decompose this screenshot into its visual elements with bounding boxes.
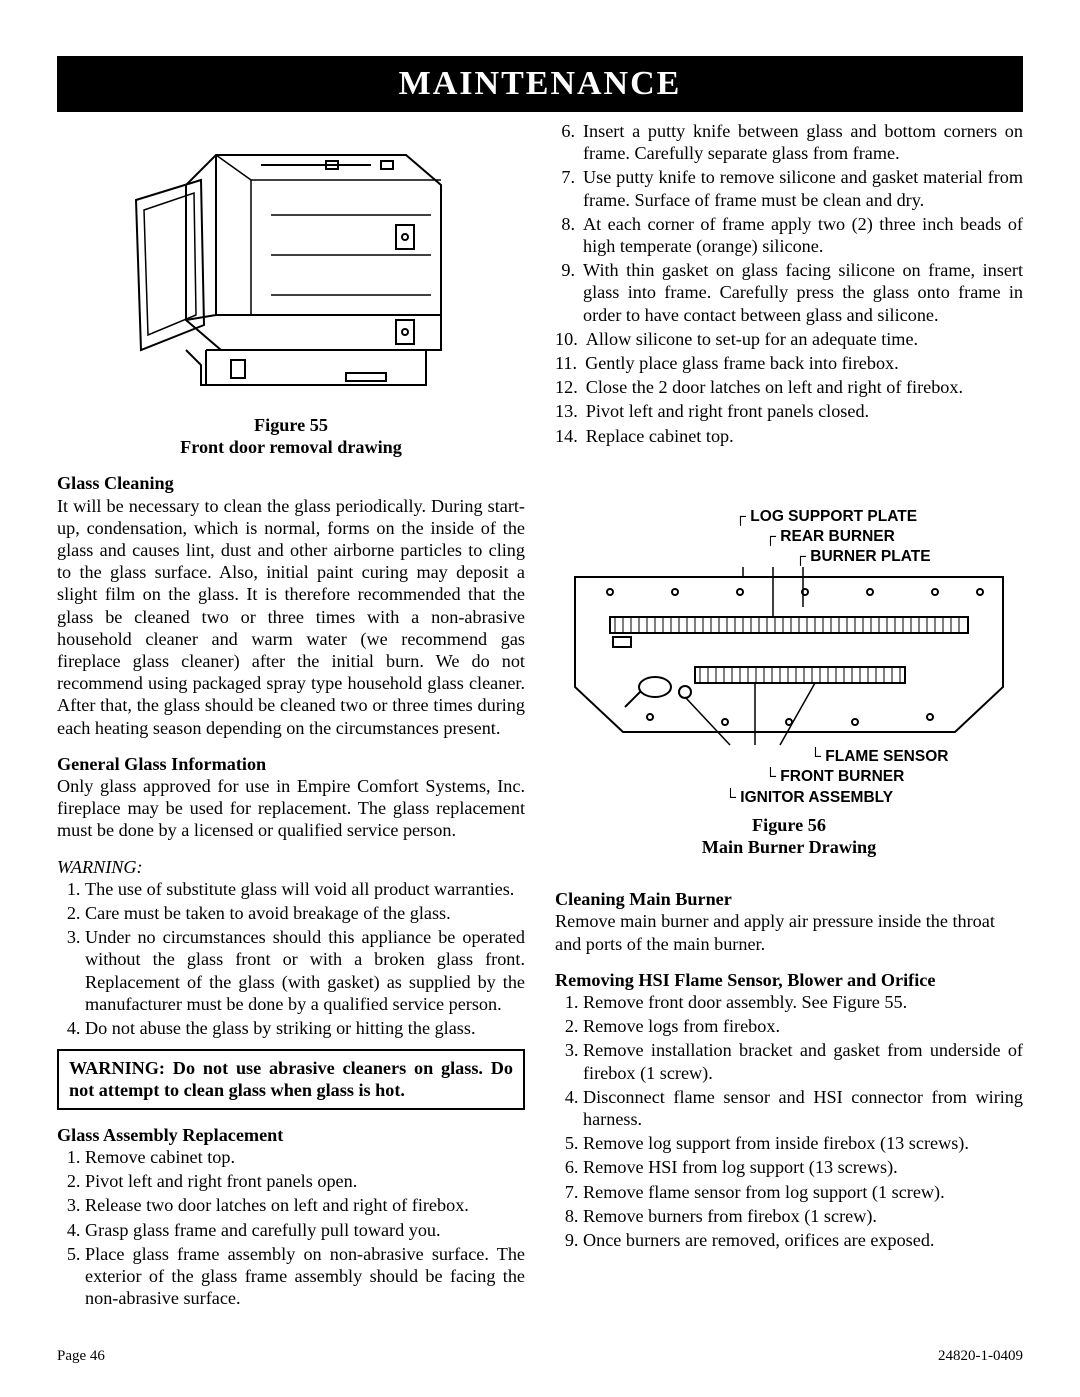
- list-item: Grasp glass frame and carefully pull tow…: [85, 1219, 525, 1241]
- clean-burner-head: Cleaning Main Burner: [555, 888, 1023, 910]
- content-columns: Figure 55 Front door removal drawing Gla…: [57, 120, 1023, 1311]
- list-item: Release two door latches on left and rig…: [85, 1194, 525, 1216]
- general-glass-head: General Glass Information: [57, 753, 525, 775]
- list-item: Do not abuse the glass by striking or hi…: [85, 1017, 525, 1039]
- glass-replace-list: Remove cabinet top. Pivot left and right…: [57, 1146, 525, 1309]
- figure-56-caption: Figure 56 Main Burner Drawing: [555, 814, 1023, 858]
- general-glass-para: Only glass approved for use in Empire Co…: [57, 775, 525, 842]
- footer: Page 46 24820-1-0409: [57, 1348, 1023, 1365]
- glass-replace-head: Glass Assembly Replacement: [57, 1124, 525, 1146]
- figure-label: Figure 55: [254, 415, 328, 435]
- list-item: 7.Use putty knife to remove silicone and…: [555, 166, 1023, 210]
- stove-drawing-icon: [126, 125, 456, 405]
- page-number: Page 46: [57, 1348, 105, 1365]
- doc-number: 24820-1-0409: [938, 1348, 1023, 1365]
- list-item: 11.Gently place glass frame back into fi…: [555, 352, 1023, 374]
- list-item: Once burners are removed, orifices are e…: [583, 1229, 1023, 1251]
- list-item: Remove flame sensor from log support (1 …: [583, 1181, 1023, 1203]
- list-item: Remove installation bracket and gasket f…: [583, 1039, 1023, 1083]
- remove-hsi-head: Removing HSI Flame Sensor, Blower and Or…: [555, 969, 1023, 991]
- continued-list: 6.Insert a putty knife between glass and…: [555, 120, 1023, 447]
- figure-desc: Front door removal drawing: [180, 437, 402, 457]
- list-item: 10.Allow silicone to set-up for an adequ…: [555, 328, 1023, 350]
- warning-list: The use of substitute glass will void al…: [57, 878, 525, 1039]
- left-column: Figure 55 Front door removal drawing Gla…: [57, 120, 525, 1311]
- list-item: Pivot left and right front panels open.: [85, 1170, 525, 1192]
- leader-icon: └: [765, 768, 780, 785]
- page-title: MAINTENANCE: [399, 65, 682, 103]
- figure-55: [57, 120, 525, 410]
- leader-icon: ┌: [765, 528, 780, 545]
- list-item: 8.At each corner of frame apply two (2) …: [555, 213, 1023, 257]
- list-item: The use of substitute glass will void al…: [85, 878, 525, 900]
- right-column: 6.Insert a putty knife between glass and…: [555, 120, 1023, 1311]
- list-item: Remove cabinet top.: [85, 1146, 525, 1168]
- list-item: 14.Replace cabinet top.: [555, 425, 1023, 447]
- leader-icon: ┌: [795, 548, 810, 565]
- figure-label: Figure 56: [752, 815, 826, 835]
- list-item: Care must be taken to avoid breakage of …: [85, 902, 525, 924]
- figure-56-top-labels: ┌ LOG SUPPORT PLATE ┌ REAR BURNER ┌ BURN…: [555, 507, 1023, 567]
- leader-icon: ┌: [735, 508, 750, 525]
- list-item: Remove burners from firebox (1 screw).: [583, 1205, 1023, 1227]
- list-item: 13.Pivot left and right front panels clo…: [555, 400, 1023, 422]
- list-item: Remove front door assembly. See Figure 5…: [583, 991, 1023, 1013]
- list-item: Remove logs from firebox.: [583, 1015, 1023, 1037]
- list-item: 12.Close the 2 door latches on left and …: [555, 376, 1023, 398]
- figure-55-caption: Figure 55 Front door removal drawing: [57, 414, 525, 458]
- remove-hsi-list: Remove front door assembly. See Figure 5…: [555, 991, 1023, 1251]
- list-item: 6.Insert a putty knife between glass and…: [555, 120, 1023, 164]
- figure-56-bottom-labels: └ FLAME SENSOR └ FRONT BURNER └ IGNITOR …: [555, 747, 1023, 807]
- list-item: 9.With thin gasket on glass facing silic…: [555, 259, 1023, 326]
- leader-icon: └: [725, 789, 740, 806]
- burner-drawing-icon: [555, 567, 1023, 747]
- figure-desc: Main Burner Drawing: [702, 837, 876, 857]
- glass-cleaning-head: Glass Cleaning: [57, 472, 525, 494]
- list-item: Remove log support from inside firebox (…: [583, 1132, 1023, 1154]
- clean-burner-para: Remove main burner and apply air pressur…: [555, 910, 1023, 954]
- warning-label: WARNING:: [57, 856, 525, 878]
- list-item: Remove HSI from log support (13 screws).: [583, 1156, 1023, 1178]
- list-item: Place glass frame assembly on non-abrasi…: [85, 1243, 525, 1310]
- header-bar: MAINTENANCE: [57, 56, 1023, 112]
- leader-icon: └: [810, 748, 825, 765]
- list-item: Under no circumstances should this appli…: [85, 926, 525, 1015]
- list-item: Disconnect flame sensor and HSI connecto…: [583, 1086, 1023, 1130]
- glass-cleaning-para: It will be necessary to clean the glass …: [57, 495, 525, 739]
- warning-box: WARNING: Do not use abrasive cleaners on…: [57, 1049, 525, 1109]
- figure-56: ┌ LOG SUPPORT PLATE ┌ REAR BURNER ┌ BURN…: [555, 507, 1023, 858]
